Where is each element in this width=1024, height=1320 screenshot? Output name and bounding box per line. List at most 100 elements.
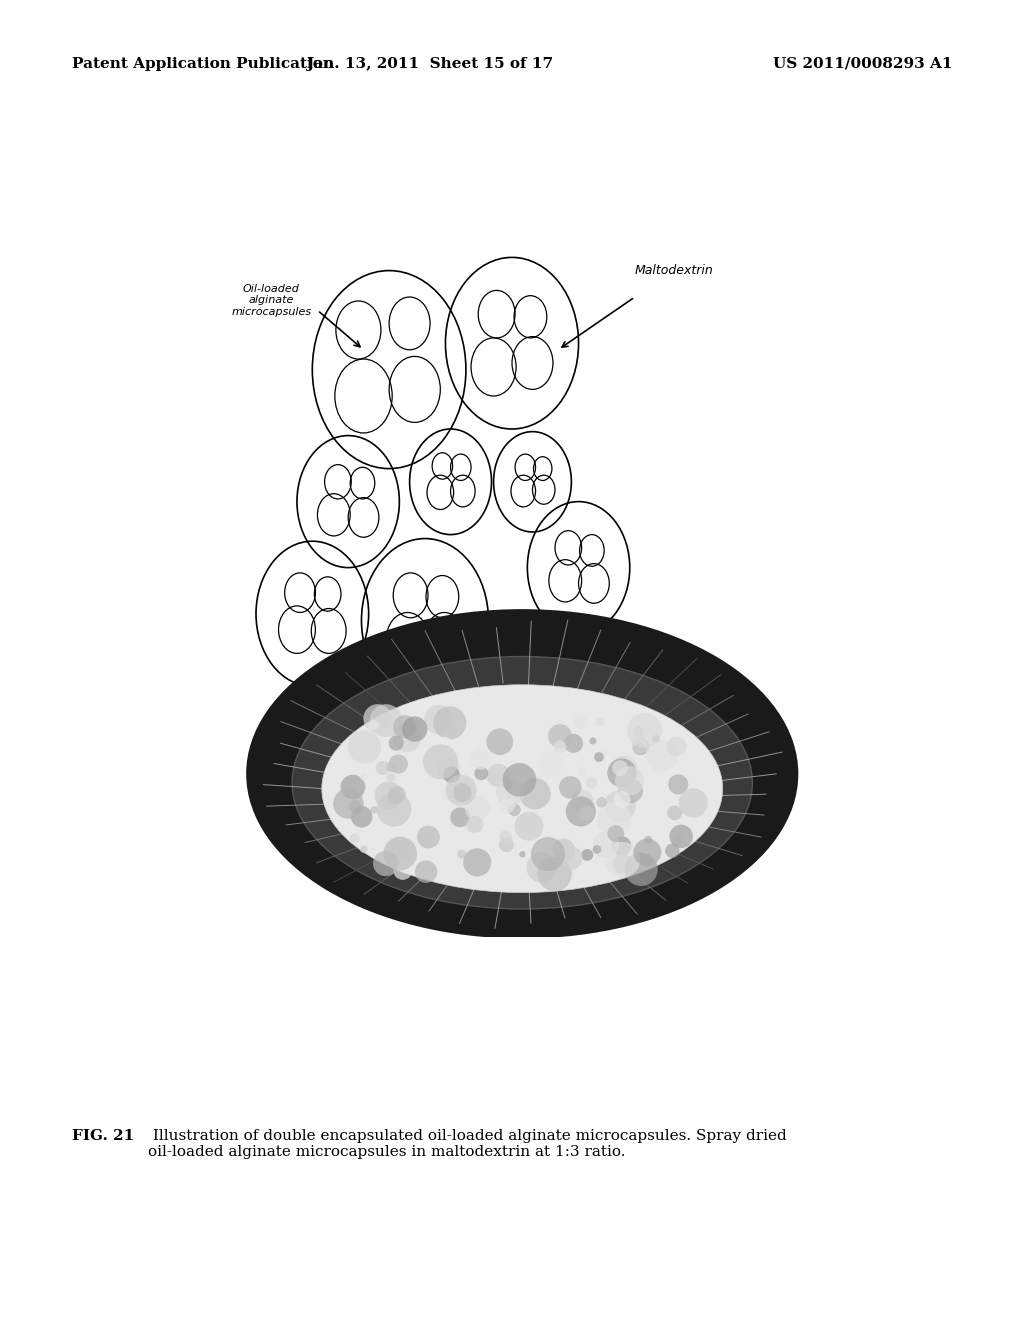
- Circle shape: [531, 837, 565, 871]
- Circle shape: [451, 808, 470, 828]
- Circle shape: [348, 730, 381, 764]
- Circle shape: [393, 715, 417, 738]
- Circle shape: [469, 747, 492, 770]
- Circle shape: [465, 796, 490, 821]
- Circle shape: [631, 857, 639, 865]
- Circle shape: [370, 704, 402, 737]
- Circle shape: [389, 755, 408, 774]
- Circle shape: [669, 775, 688, 795]
- Circle shape: [371, 807, 378, 813]
- Text: Patent Application Publication: Patent Application Publication: [72, 57, 334, 71]
- Circle shape: [360, 846, 368, 853]
- Circle shape: [373, 850, 398, 876]
- Circle shape: [486, 729, 513, 755]
- Circle shape: [486, 764, 510, 787]
- Circle shape: [633, 742, 646, 754]
- Circle shape: [612, 760, 628, 776]
- Circle shape: [595, 718, 604, 727]
- Circle shape: [599, 747, 607, 756]
- Circle shape: [402, 717, 427, 742]
- Circle shape: [440, 737, 450, 746]
- Circle shape: [437, 759, 460, 781]
- Circle shape: [673, 834, 683, 843]
- Circle shape: [613, 791, 631, 808]
- Circle shape: [667, 737, 686, 756]
- Circle shape: [645, 739, 678, 772]
- Circle shape: [384, 793, 396, 807]
- Circle shape: [538, 857, 571, 891]
- Circle shape: [644, 836, 652, 843]
- Circle shape: [383, 837, 417, 870]
- Circle shape: [668, 805, 682, 820]
- Circle shape: [594, 752, 604, 762]
- Circle shape: [604, 791, 636, 822]
- Text: Maltodextrin: Maltodextrin: [635, 264, 714, 277]
- Circle shape: [611, 756, 638, 783]
- Circle shape: [589, 738, 596, 744]
- Circle shape: [499, 837, 514, 853]
- Circle shape: [526, 853, 557, 883]
- Circle shape: [393, 723, 421, 752]
- Circle shape: [614, 766, 644, 796]
- Circle shape: [376, 760, 390, 775]
- Circle shape: [417, 825, 440, 849]
- Circle shape: [670, 825, 693, 849]
- Circle shape: [441, 787, 455, 800]
- Circle shape: [496, 777, 524, 807]
- Text: Illustration of double encapsulated oil-loaded alginate microcapsules. Spray dri: Illustration of double encapsulated oil-…: [148, 1129, 787, 1159]
- Circle shape: [597, 803, 632, 837]
- Circle shape: [548, 725, 572, 748]
- Circle shape: [370, 719, 379, 730]
- Circle shape: [457, 850, 466, 859]
- Text: Oil-loaded
alginate
microcapsules: Oil-loaded alginate microcapsules: [231, 284, 311, 317]
- Ellipse shape: [322, 685, 723, 892]
- Circle shape: [500, 829, 509, 838]
- Circle shape: [586, 777, 597, 789]
- Circle shape: [607, 758, 636, 788]
- Circle shape: [433, 706, 467, 739]
- Circle shape: [399, 813, 429, 842]
- Circle shape: [573, 714, 588, 729]
- Circle shape: [559, 776, 582, 799]
- Circle shape: [579, 805, 594, 821]
- Circle shape: [393, 861, 412, 880]
- Circle shape: [593, 845, 601, 854]
- Circle shape: [593, 832, 620, 858]
- Text: FIG. 21: FIG. 21: [72, 1129, 134, 1143]
- Circle shape: [607, 825, 625, 842]
- Circle shape: [538, 751, 562, 776]
- Circle shape: [424, 705, 454, 734]
- Circle shape: [514, 812, 544, 841]
- Circle shape: [679, 788, 708, 817]
- Circle shape: [632, 738, 649, 755]
- Circle shape: [359, 774, 367, 780]
- Circle shape: [559, 846, 583, 870]
- Circle shape: [388, 785, 406, 804]
- Ellipse shape: [248, 611, 797, 937]
- Circle shape: [582, 849, 593, 861]
- Circle shape: [508, 804, 521, 816]
- Circle shape: [634, 838, 662, 866]
- Circle shape: [385, 752, 413, 780]
- Circle shape: [605, 842, 640, 878]
- Circle shape: [627, 713, 663, 748]
- Circle shape: [423, 744, 458, 779]
- Circle shape: [577, 767, 586, 776]
- Circle shape: [375, 781, 402, 809]
- Circle shape: [552, 838, 575, 861]
- Circle shape: [632, 738, 647, 754]
- Text: Jan. 13, 2011  Sheet 15 of 17: Jan. 13, 2011 Sheet 15 of 17: [306, 57, 554, 71]
- Circle shape: [415, 861, 437, 883]
- Circle shape: [387, 837, 411, 861]
- Circle shape: [503, 780, 513, 789]
- Circle shape: [665, 843, 680, 858]
- Circle shape: [453, 783, 472, 803]
- Circle shape: [341, 775, 366, 800]
- Circle shape: [611, 836, 632, 855]
- Circle shape: [364, 704, 392, 733]
- Circle shape: [618, 779, 643, 803]
- Circle shape: [333, 788, 364, 818]
- Circle shape: [652, 735, 659, 742]
- Circle shape: [625, 853, 657, 886]
- Circle shape: [500, 830, 512, 843]
